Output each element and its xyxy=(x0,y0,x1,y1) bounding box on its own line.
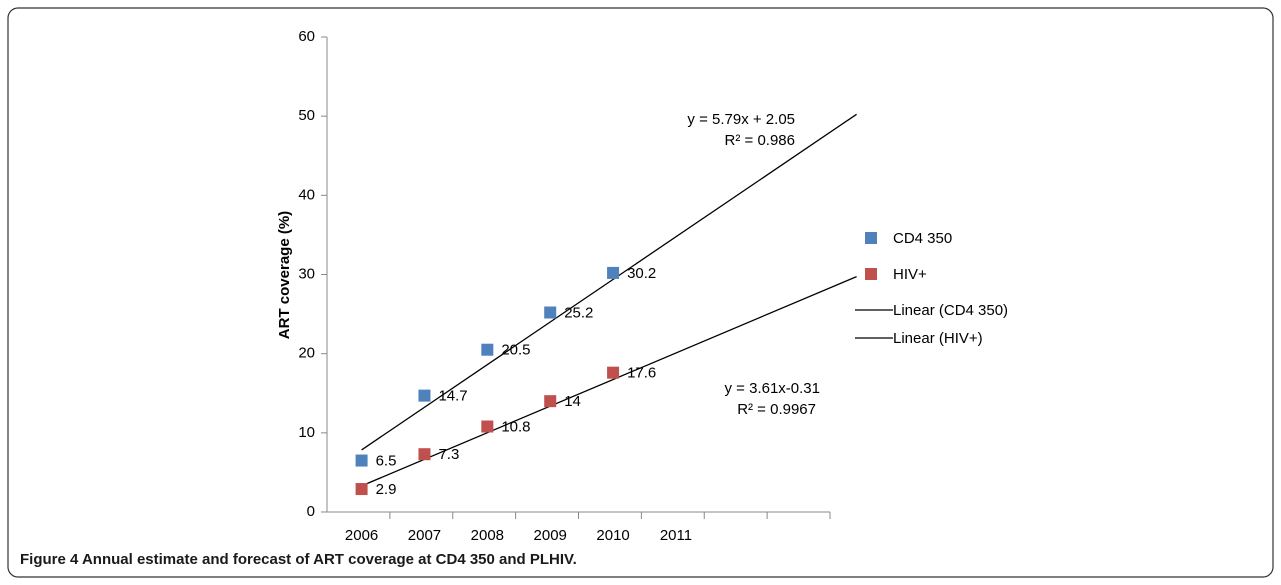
point xyxy=(544,306,557,319)
point xyxy=(481,420,494,433)
y-tick-label: 10 xyxy=(298,424,315,441)
trendline xyxy=(361,113,857,451)
data-label: 14 xyxy=(564,393,581,410)
frame xyxy=(7,7,1274,578)
point xyxy=(418,389,431,402)
legend-label: HIV+ xyxy=(893,266,927,283)
trend-equation: y = 3.61x-0.31 xyxy=(725,380,820,397)
trendline xyxy=(361,275,857,487)
point xyxy=(355,483,368,496)
legend-label: Linear (HIV+) xyxy=(893,330,983,347)
x-tick-label: 2006 xyxy=(345,527,378,544)
data-label: 20.5 xyxy=(501,342,530,359)
y-tick-label: 40 xyxy=(298,186,315,203)
y-tick-label: 30 xyxy=(298,265,315,282)
data-label: 6.5 xyxy=(376,453,397,470)
legend-label: Linear (CD4 350) xyxy=(893,302,1008,319)
legend-swatch xyxy=(865,268,877,280)
point xyxy=(481,343,494,356)
data-label: 25.2 xyxy=(564,304,593,321)
legend-label: CD4 350 xyxy=(893,230,952,247)
trend-r2: R² = 0.9967 xyxy=(737,401,816,418)
y-tick-label: 50 xyxy=(298,107,315,124)
point xyxy=(355,454,368,467)
legend-swatch xyxy=(865,232,877,244)
y-axis-label: ART coverage (%) xyxy=(276,211,293,339)
point xyxy=(607,266,620,279)
trend-equation: y = 5.79x + 2.05 xyxy=(687,111,795,128)
y-tick-label: 60 xyxy=(298,28,315,45)
point xyxy=(544,395,557,408)
caption: Figure 4 Annual estimate and forecast of… xyxy=(20,551,577,568)
data-label: 14.7 xyxy=(438,388,467,405)
data-label: 7.3 xyxy=(438,446,459,463)
x-tick-label: 2011 xyxy=(660,527,692,544)
data-label: 2.9 xyxy=(376,481,397,498)
y-tick-label: 20 xyxy=(298,345,315,362)
data-label: 30.2 xyxy=(627,265,656,282)
x-tick-label: 2009 xyxy=(534,527,567,544)
point xyxy=(607,366,620,379)
x-tick-label: 2007 xyxy=(408,527,441,544)
x-tick-label: 2008 xyxy=(471,527,504,544)
y-tick-label: 0 xyxy=(307,503,315,520)
point xyxy=(418,448,431,461)
data-label: 10.8 xyxy=(501,418,530,435)
data-label: 17.6 xyxy=(627,365,656,382)
trend-r2: R² = 0.986 xyxy=(725,132,795,149)
x-tick-label: 2010 xyxy=(596,527,629,544)
